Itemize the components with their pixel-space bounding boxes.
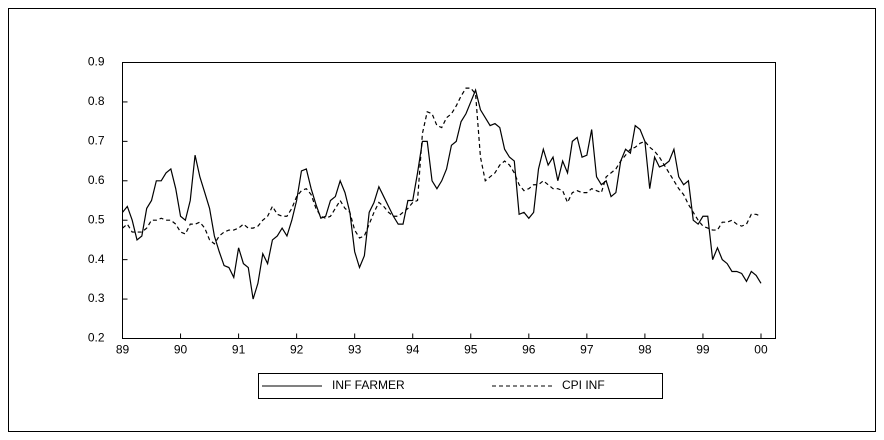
legend-label: CPI INF xyxy=(562,378,605,392)
y-tick-label: 0.6 xyxy=(88,173,105,187)
x-tick-label: 90 xyxy=(174,343,188,357)
x-tick-label: 95 xyxy=(464,343,478,357)
x-tick-label: 94 xyxy=(406,343,420,357)
y-tick-label: 0.5 xyxy=(88,212,105,226)
series-line xyxy=(122,88,762,300)
x-tick-label: 98 xyxy=(638,343,652,357)
y-tick-label: 0.9 xyxy=(88,55,105,69)
x-tick-label: 99 xyxy=(696,343,710,357)
plot-area xyxy=(122,62,776,339)
y-tick-label: 0.3 xyxy=(88,291,105,305)
x-tick-label: 97 xyxy=(580,343,594,357)
y-tick-label: 0.7 xyxy=(88,134,105,148)
y-tick-label: 0.8 xyxy=(88,94,105,108)
x-tick-label: 91 xyxy=(232,343,246,357)
frame xyxy=(8,8,876,432)
x-tick-label: 96 xyxy=(522,343,536,357)
legend-label: INF FARMER xyxy=(332,378,405,392)
y-tick-label: 0.4 xyxy=(88,252,105,266)
x-tick-label: 00 xyxy=(754,343,768,357)
series-line xyxy=(122,87,762,245)
x-tick-label: 89 xyxy=(116,343,130,357)
y-tick-label: 0.2 xyxy=(88,331,105,345)
x-tick-label: 92 xyxy=(290,343,304,357)
legend xyxy=(258,373,663,399)
x-tick-label: 93 xyxy=(348,343,362,357)
